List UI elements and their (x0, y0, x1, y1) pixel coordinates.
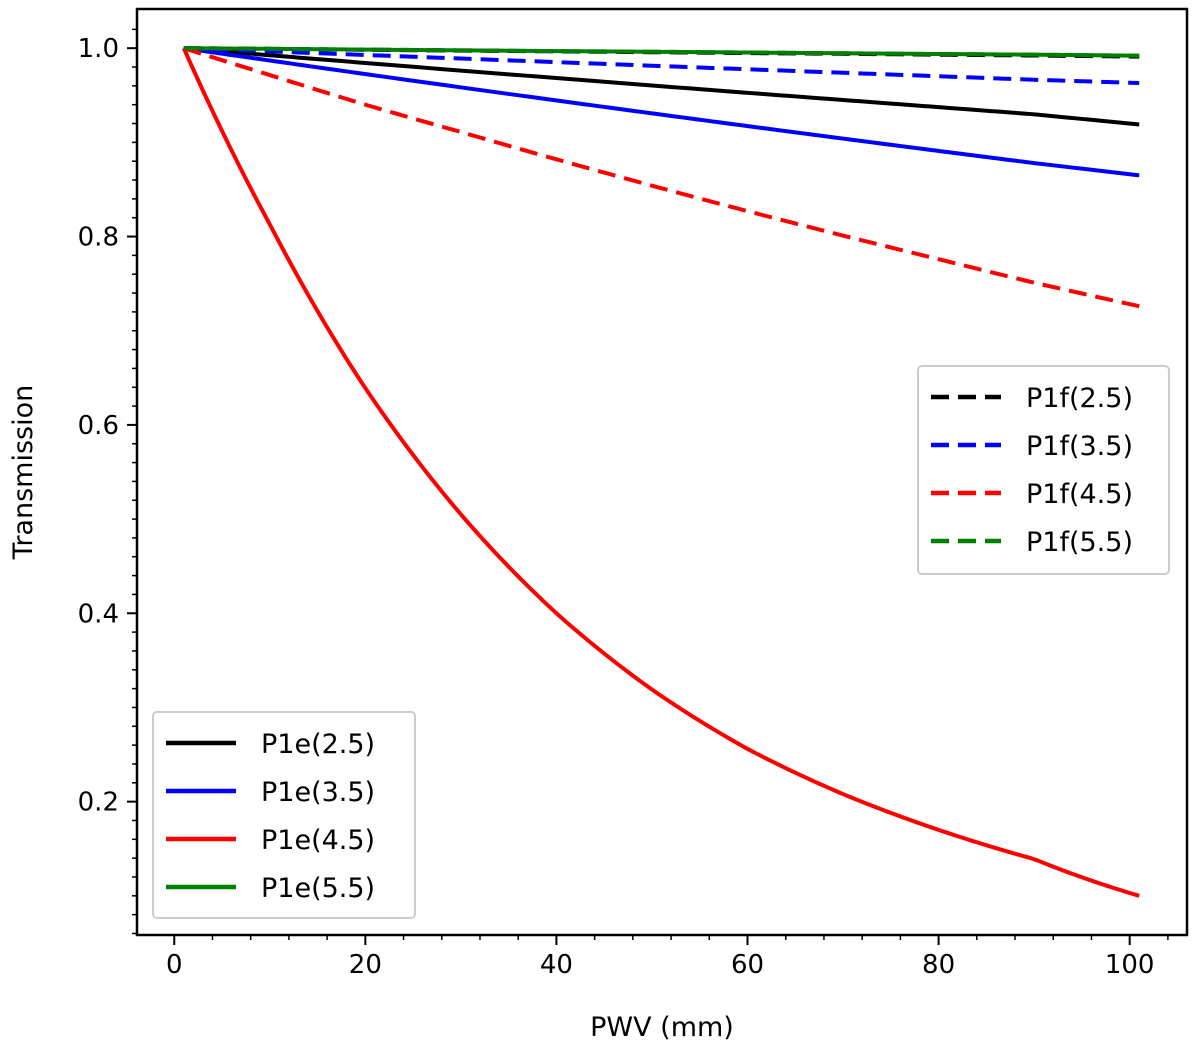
y-tick-label: 0.6 (78, 411, 119, 441)
series-line-p1f-5-5 (183, 46, 1140, 58)
legend-frame (917, 365, 1170, 575)
legend-layer: P1f(2.5) P1f(3.5) P1f(4.5) P1f(5.5) P1e(2.5)… (152, 365, 1170, 919)
x-tick-label: 40 (540, 950, 573, 980)
legend-label-p1f-3-5: P1f(3.5) (1026, 431, 1133, 462)
x-tick-label: 20 (349, 950, 382, 980)
y-tick-label: 1.0 (78, 34, 119, 64)
y-axis-label: Transmission (8, 385, 39, 560)
legend-frame (152, 711, 416, 919)
series-line-p1e-4-5 (181, 47, 1140, 898)
series-layer (181, 46, 1140, 898)
x-tick-label: 80 (922, 950, 955, 980)
series-line-p1e-2-5 (183, 46, 1140, 127)
legend-label-p1e-4-5: P1e(4.5) (261, 825, 375, 856)
legend-center-right: P1f(2.5) P1f(3.5) P1f(4.5) P1f(5.5) (917, 365, 1170, 575)
legend-label-p1e-5-5: P1e(5.5) (261, 873, 375, 904)
ticks-layer: 0 20 40 60 80 100 0.2 0.4 0.6 0.8 1.0 (78, 28, 1169, 980)
legend-lower-left: P1e(2.5) P1e(3.5) P1e(4.5) P1e(5.5) (152, 711, 416, 919)
x-tick-label: 100 (1105, 950, 1155, 980)
legend-label-p1f-2-5: P1f(2.5) (1026, 383, 1133, 414)
series-line-p1f-4-5 (183, 46, 1140, 309)
x-tick-label: 0 (166, 950, 183, 980)
legend-label-p1e-3-5: P1e(3.5) (261, 777, 375, 808)
y-tick-label: 0.4 (78, 599, 119, 629)
plot-frame (135, 7, 1189, 937)
x-axis-label: PWV (mm) (590, 1012, 734, 1043)
y-tick-label: 0.8 (78, 223, 119, 253)
series-line-p1e-3-5 (183, 46, 1140, 178)
legend-label-p1f-4-5: P1f(4.5) (1026, 479, 1133, 510)
y-tick-label: 0.2 (78, 788, 119, 818)
legend-label-p1f-5-5: P1f(5.5) (1026, 527, 1133, 558)
x-tick-label: 60 (731, 950, 764, 980)
series-line-p1f-3-5 (183, 46, 1140, 86)
legend-label-p1e-2-5: P1e(2.5) (261, 729, 375, 760)
